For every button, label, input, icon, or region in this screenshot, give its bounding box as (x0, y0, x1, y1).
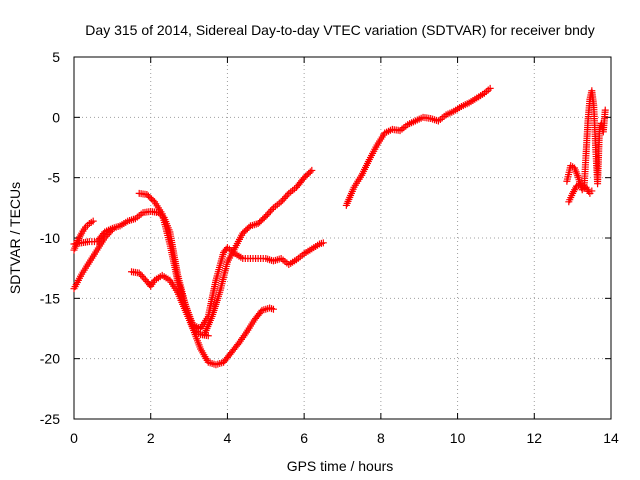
data-point-marker (107, 227, 115, 235)
x-tick-label: 0 (70, 430, 78, 446)
data-point-marker (306, 168, 314, 176)
y-tick-label: -5 (48, 170, 61, 186)
data-point-marker (102, 232, 110, 240)
data-series (342, 84, 494, 209)
data-point-marker (262, 212, 270, 220)
data-series (70, 226, 116, 293)
data-point-marker (137, 271, 145, 279)
data-point-marker (89, 217, 97, 225)
data-point-marker (260, 214, 268, 222)
data-point-marker (204, 332, 212, 340)
x-tick-label: 4 (224, 430, 232, 446)
data-series (128, 268, 277, 369)
y-tick-label: 5 (52, 49, 60, 65)
y-axis-label: SDTVAR / TECUs (7, 182, 23, 294)
x-tick-label: 12 (526, 430, 542, 446)
x-tick-label: 6 (300, 430, 308, 446)
data-point-marker (277, 198, 285, 206)
chart-title: Day 315 of 2014, Sidereal Day-to-day VTE… (85, 22, 594, 38)
data-point-marker (268, 206, 276, 214)
y-tick-label: -10 (40, 230, 60, 246)
data-point-marker (138, 272, 146, 280)
data-point-marker (279, 196, 287, 204)
y-tick-label: 0 (52, 109, 60, 125)
axis-ticks: 0 2 4 6 8 10 12 14 -25 -20 -15 -10 -5 0 5 (40, 49, 619, 446)
data-points (70, 84, 609, 369)
data-point-marker (308, 166, 316, 174)
x-tick-label: 14 (603, 430, 619, 446)
data-point-marker (486, 84, 494, 92)
data-point-marker (104, 231, 112, 239)
data-point-marker (263, 211, 271, 219)
data-point-marker (280, 194, 288, 202)
data-series (200, 166, 316, 339)
data-point-marker (135, 269, 143, 277)
data-point-marker (588, 187, 596, 195)
data-point-marker (601, 106, 609, 114)
y-tick-label: -25 (40, 411, 60, 427)
data-series (565, 87, 609, 206)
data-point-marker (140, 274, 148, 282)
grid-lines (74, 57, 611, 419)
y-tick-label: -15 (40, 290, 60, 306)
x-tick-label: 10 (450, 430, 466, 446)
data-point-marker (101, 234, 109, 242)
data-point-marker (265, 209, 273, 217)
data-point-marker (266, 207, 274, 215)
data-series (135, 189, 327, 332)
x-tick-label: 8 (377, 430, 385, 446)
data-point-marker (269, 305, 277, 313)
data-point-marker (282, 193, 290, 201)
data-point-marker (105, 229, 113, 237)
x-axis-label: GPS time / hours (287, 458, 394, 474)
data-point-marker (108, 226, 116, 234)
y-tick-label: -20 (40, 351, 60, 367)
plot-frame (73, 56, 612, 420)
x-tick-label: 2 (147, 430, 155, 446)
data-point-marker (319, 239, 327, 247)
data-point-marker (283, 191, 291, 199)
